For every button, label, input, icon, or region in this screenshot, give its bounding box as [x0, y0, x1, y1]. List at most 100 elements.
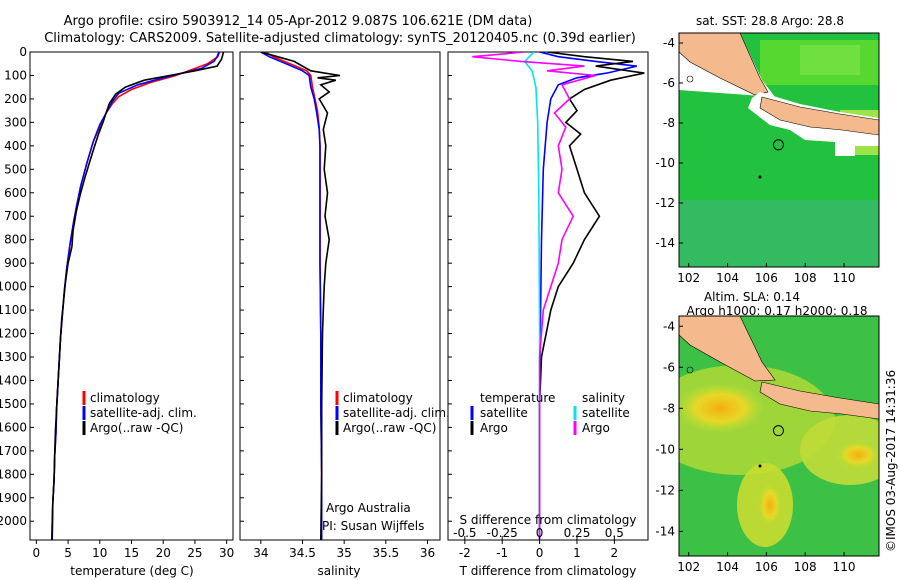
temperature-ytick-label: 400 [4, 139, 27, 153]
temperature-ytick-label: 300 [4, 115, 27, 129]
difference-top-tick-label: -0.25 [487, 526, 518, 540]
sst-map-frame [678, 32, 880, 268]
temperature-ytick-label: 700 [4, 209, 27, 223]
map_sla-ytick-label: -6 [663, 360, 675, 374]
title-line1: Argo profile: csiro 5903912_14 05-Apr-20… [64, 14, 533, 29]
legend-title-salinity: salinity [582, 391, 625, 405]
salinity-xtick-label: 35 [337, 546, 352, 560]
map_sst-xtick-label: 108 [794, 271, 817, 285]
salinity-xtick-label: 34 [253, 546, 268, 560]
difference-xtick-label: -1 [496, 546, 508, 560]
legend-s-satellite: satellite [582, 406, 630, 420]
sla-map-title: Altim. SLA: 0.14 [704, 290, 800, 304]
map_sst-xtick-label: 102 [677, 271, 700, 285]
sla-map-frame [678, 315, 880, 557]
salinity-series-climatology [264, 52, 323, 540]
temperature-xtick-label: 0 [33, 546, 41, 560]
temperature-ytick-label: 1200 [0, 327, 27, 341]
temperature-xlabel: temperature (deg C) [70, 564, 193, 578]
map_sst-ytick-label: -4 [663, 36, 675, 50]
sla-map-panel: Altim. SLA: 0.14 Argo h1000: 0.17 h2000:… [655, 290, 880, 574]
difference-top-tick-label: -0.5 [453, 526, 476, 540]
sla-land-sumatra [679, 316, 776, 382]
legend-argo: Argo(..raw -QC) [90, 421, 183, 435]
salinity-xtick-label: 35.5 [372, 546, 399, 560]
map_sst-ytick-label: -10 [655, 156, 675, 170]
temperature-legend: climatology satellite-adj. clim. Argo(..… [82, 391, 197, 435]
salinity-series-satellite-adj-clim- [260, 52, 323, 540]
difference-xtick-label: 1 [573, 546, 581, 560]
sla-island [686, 366, 694, 374]
temperature-ytick-label: 1300 [0, 350, 27, 364]
difference-panel: -2 -1 0 1 2 -0.5 -0.25 0 0.25 0.5 T difference fr… [447, 51, 649, 578]
legend-argo: Argo(..raw -QC) [343, 421, 436, 435]
difference-series-s-satellite [523, 52, 541, 540]
temperature-axes-frame [29, 51, 234, 541]
temperature-ytick-label: 1000 [0, 280, 27, 294]
temperature-ytick-label: 1100 [0, 303, 27, 317]
sla-max-east [836, 441, 879, 469]
sst-land-sumatra [679, 33, 769, 96]
sst-map-title: sat. SST: 28.8 Argo: 28.8 [696, 14, 844, 28]
temperature-ytick-label: 1400 [0, 373, 27, 387]
legend-satellite: satellite-adj. clim. [90, 406, 197, 420]
map_sla-ytick-label: -12 [655, 483, 675, 497]
sst-land-java [759, 96, 879, 136]
legend-t-argo: Argo [480, 421, 508, 435]
temperature-ytick-label: 600 [4, 186, 27, 200]
temperature-ytick-label: 800 [4, 233, 27, 247]
sst-island-small [758, 175, 762, 179]
map_sst-xtick-label: 110 [833, 271, 856, 285]
difference-xtick-label: -2 [459, 546, 471, 560]
difference-top-tick-label: 0.5 [605, 526, 624, 540]
salinity-xtick-label: 34.5 [289, 546, 316, 560]
sst-warm-patch [800, 45, 860, 75]
temperature-ytick-label: 1900 [0, 491, 27, 505]
legend-climatology: climatology [343, 391, 413, 405]
sla-map-subtitle: Argo h1000: 0.17 h2000: 0.18 [687, 304, 868, 318]
map_sla-ytick-label: -10 [655, 442, 675, 456]
difference-xlabel: T difference from climatology [459, 564, 637, 578]
difference-series-t-argo [538, 52, 645, 540]
temperature-ytick-label: 0 [19, 45, 27, 59]
difference-series-s-argo [472, 52, 596, 540]
temperature-ytick-label: 1700 [0, 444, 27, 458]
temperature-series-satellite-adj-clim- [51, 52, 220, 540]
temperature-ytick-label: 1500 [0, 397, 27, 411]
map_sla-ytick-label: -4 [663, 319, 675, 333]
temperature-xtick-label: 10 [92, 546, 107, 560]
map_sla-xtick-label: 110 [833, 560, 856, 574]
salinity-axes-frame [239, 51, 441, 541]
difference-legend: temperature salinity satellite Argo sate… [470, 391, 630, 435]
temperature-series-climatology [51, 52, 221, 540]
salinity-xtick-label: 36 [420, 546, 435, 560]
sst-map-panel: sat. SST: 28.8 Argo: 28.8 102 104 106 108 11… [655, 14, 880, 285]
legend-s-argo: Argo [582, 421, 610, 435]
temperature-panel: 0 5 10 15 20 25 300100200300400500600700800900… [0, 45, 234, 578]
map_sla-xtick-label: 108 [794, 560, 817, 574]
title-line2: Climatology: CARS2009. Satellite-adjuste… [44, 31, 636, 46]
temperature-series-argo-raw-qc- [51, 52, 225, 540]
sst-cool-south [679, 200, 879, 267]
legend-satellite: satellite-adj. clim. [343, 406, 450, 420]
difference-top-tick-label: 0 [536, 526, 544, 540]
map_sst-ytick-label: -12 [655, 196, 675, 210]
difference-series-t-satellite [538, 52, 637, 540]
temperature-xtick-label: 20 [156, 546, 171, 560]
temperature-xtick-label: 30 [219, 546, 234, 560]
temperature-ytick-label: 200 [4, 92, 27, 106]
map_sst-ytick-label: -6 [663, 76, 675, 90]
difference-xlabel-top: S difference from climatology [460, 513, 637, 527]
credits-line1: Argo Australia [326, 501, 411, 515]
temperature-xtick-label: 5 [64, 546, 72, 560]
legend-t-satellite: satellite [480, 406, 528, 420]
salinity-xlabel: salinity [317, 564, 360, 578]
map_sst-xtick-label: 106 [755, 271, 778, 285]
sla-max-west [679, 383, 765, 433]
map_sla-ytick-label: -8 [663, 401, 675, 415]
legend-title-temperature: temperature [480, 391, 555, 405]
sla-max-south [758, 483, 782, 527]
difference-top-tick-label: 0.25 [564, 526, 591, 540]
map_sla-xtick-label: 104 [716, 560, 739, 574]
